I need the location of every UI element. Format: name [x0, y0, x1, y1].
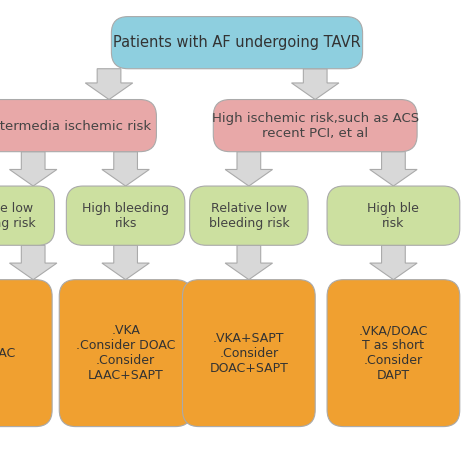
- Text: High ischemic risk,such as ACS
recent PCI, et al: High ischemic risk,such as ACS recent PC…: [212, 111, 419, 140]
- Polygon shape: [9, 152, 57, 186]
- FancyBboxPatch shape: [0, 100, 156, 152]
- Text: .DOAC: .DOAC: [0, 346, 15, 360]
- Polygon shape: [102, 246, 149, 280]
- Polygon shape: [370, 246, 417, 280]
- Polygon shape: [225, 152, 273, 186]
- Polygon shape: [102, 152, 149, 186]
- FancyBboxPatch shape: [59, 280, 192, 427]
- Text: .VKA/DOAC
T as short
.Consider
DAPT: .VKA/DOAC T as short .Consider DAPT: [359, 324, 428, 382]
- FancyBboxPatch shape: [66, 186, 185, 246]
- Polygon shape: [292, 69, 339, 100]
- FancyBboxPatch shape: [327, 186, 460, 246]
- FancyBboxPatch shape: [0, 280, 52, 427]
- Text: Low/Intermedia ischemic risk: Low/Intermedia ischemic risk: [0, 119, 152, 132]
- Text: High ble
risk: High ble risk: [367, 201, 419, 230]
- Text: High bleeding
riks: High bleeding riks: [82, 201, 169, 230]
- Text: .VKA
.Consider DOAC
.Consider
LAAC+SAPT: .VKA .Consider DOAC .Consider LAAC+SAPT: [76, 324, 175, 382]
- Polygon shape: [370, 152, 417, 186]
- Text: .VKA+SAPT
.Consider
DOAC+SAPT: .VKA+SAPT .Consider DOAC+SAPT: [210, 332, 288, 374]
- FancyBboxPatch shape: [182, 280, 315, 427]
- Text: Patients with AF undergoing TAVR: Patients with AF undergoing TAVR: [113, 35, 361, 50]
- FancyBboxPatch shape: [213, 100, 417, 152]
- Polygon shape: [9, 246, 57, 280]
- Polygon shape: [85, 69, 133, 100]
- Text: Relative low
bleeding risk: Relative low bleeding risk: [0, 201, 36, 230]
- FancyBboxPatch shape: [111, 17, 363, 69]
- Text: Relative low
bleeding risk: Relative low bleeding risk: [209, 201, 289, 230]
- Polygon shape: [225, 246, 273, 280]
- FancyBboxPatch shape: [190, 186, 308, 246]
- FancyBboxPatch shape: [0, 186, 55, 246]
- FancyBboxPatch shape: [327, 280, 460, 427]
